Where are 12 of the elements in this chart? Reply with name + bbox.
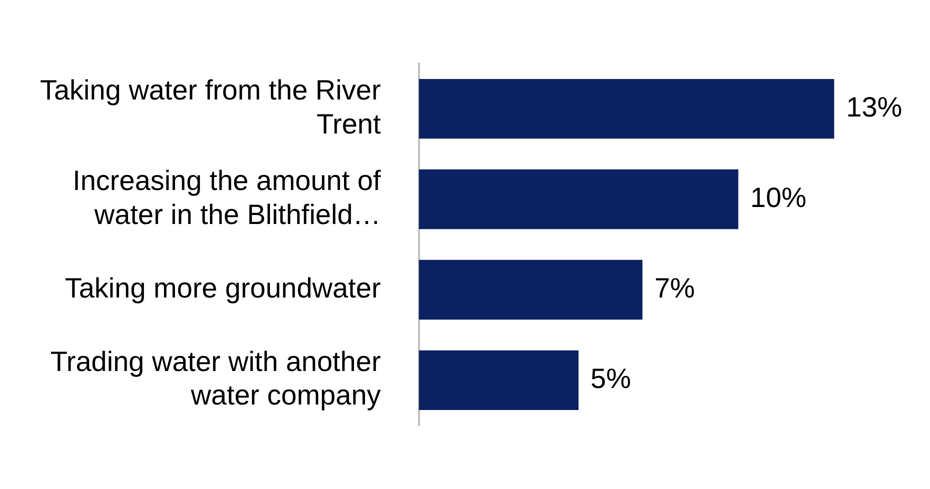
y-tick-label: Trading water with another water company	[50, 346, 381, 411]
bar	[418, 78, 834, 139]
data-label: 7%	[654, 272, 695, 304]
bar	[418, 260, 642, 320]
y-tick-label: Taking more groundwater	[64, 272, 381, 304]
data-label: 13%	[846, 92, 902, 123]
y-tick-label: Taking water from the River Trent	[40, 74, 382, 140]
data-label: 5%	[590, 362, 632, 394]
bar	[418, 169, 738, 230]
bar	[418, 350, 579, 410]
y-tick-label: Increasing the amount of water in the Blithfield…	[72, 165, 381, 230]
data-label: 10%	[750, 182, 806, 213]
